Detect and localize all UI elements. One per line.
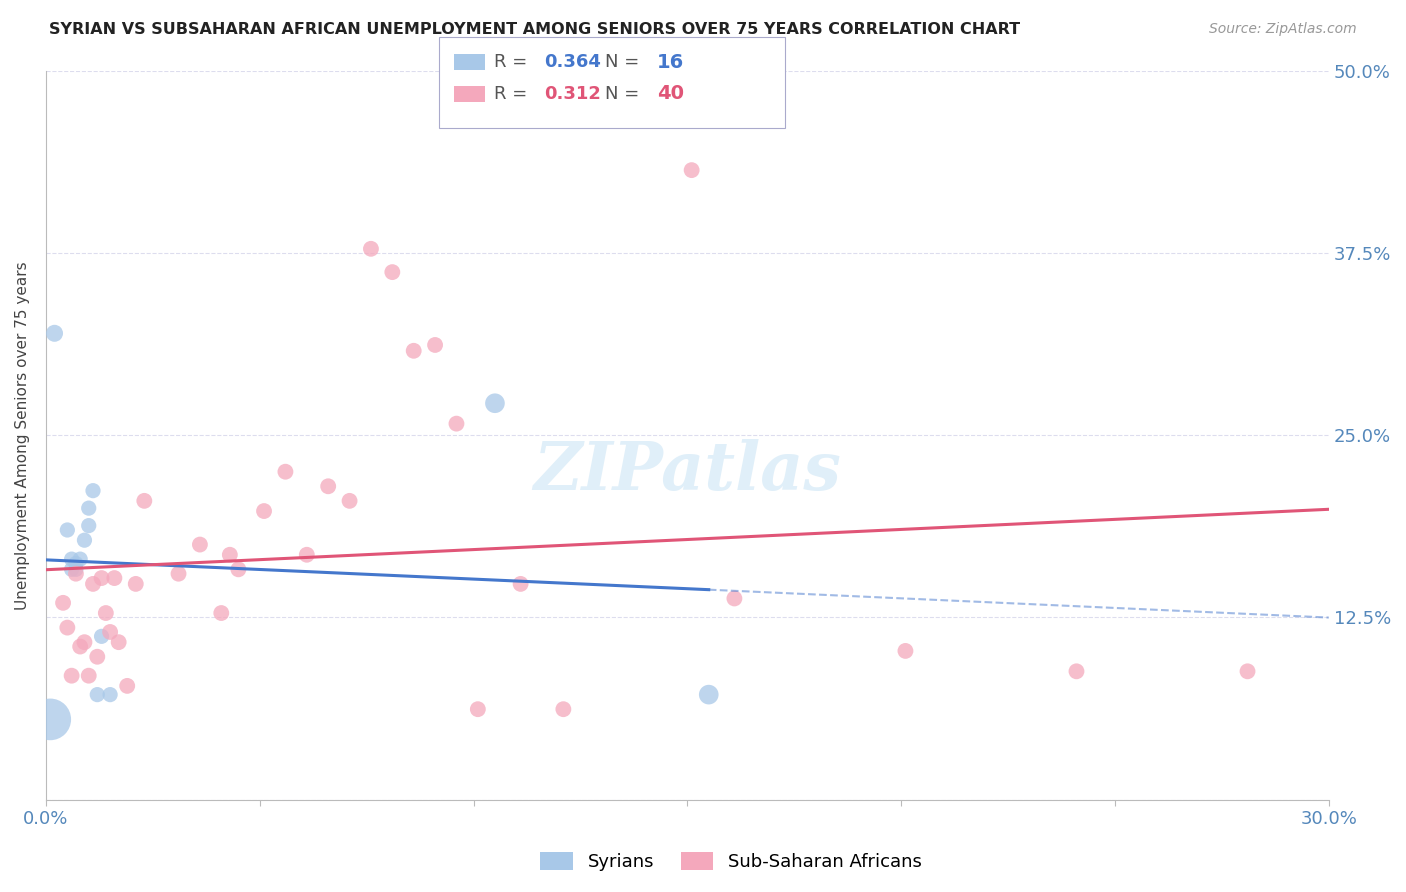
Point — [553, 702, 575, 716]
Point — [218, 548, 240, 562]
Text: 0.312: 0.312 — [544, 85, 600, 103]
Point — [98, 624, 121, 639]
Point — [60, 552, 83, 566]
Point — [69, 552, 91, 566]
Point — [60, 562, 83, 576]
Point — [484, 396, 506, 410]
Point — [188, 537, 211, 551]
Point — [467, 702, 489, 716]
Point — [316, 479, 339, 493]
Point — [56, 523, 79, 537]
Text: ZIPatlas: ZIPatlas — [533, 439, 841, 504]
Point — [86, 649, 108, 664]
Text: R =: R = — [494, 54, 533, 71]
Text: 0.364: 0.364 — [544, 54, 600, 71]
Point — [209, 606, 232, 620]
Point — [77, 518, 100, 533]
Text: 40: 40 — [657, 84, 683, 103]
Point — [39, 712, 62, 726]
Point — [52, 596, 75, 610]
Point — [509, 577, 531, 591]
Point — [295, 548, 318, 562]
Point — [253, 504, 276, 518]
Point — [94, 606, 117, 620]
Point — [73, 635, 96, 649]
Point — [65, 562, 87, 576]
Point — [894, 644, 917, 658]
Point — [98, 688, 121, 702]
Point — [69, 640, 91, 654]
Point — [228, 562, 250, 576]
Point — [65, 557, 87, 571]
Point — [65, 566, 87, 581]
Point — [90, 629, 112, 643]
Point — [1236, 665, 1258, 679]
Point — [1066, 665, 1088, 679]
Text: Source: ZipAtlas.com: Source: ZipAtlas.com — [1209, 22, 1357, 37]
Point — [134, 493, 156, 508]
Point — [274, 465, 297, 479]
Point — [56, 621, 79, 635]
Point — [60, 668, 83, 682]
Point — [103, 571, 125, 585]
Point — [73, 533, 96, 548]
Point — [82, 483, 104, 498]
Point — [681, 163, 703, 178]
Point — [423, 338, 446, 352]
Point — [381, 265, 404, 279]
Point — [115, 679, 138, 693]
Point — [77, 668, 100, 682]
Point — [167, 566, 190, 581]
Point — [402, 343, 425, 358]
Point — [107, 635, 129, 649]
Point — [90, 571, 112, 585]
Legend: Syrians, Sub-Saharan Africans: Syrians, Sub-Saharan Africans — [533, 845, 929, 879]
Text: SYRIAN VS SUBSAHARAN AFRICAN UNEMPLOYMENT AMONG SENIORS OVER 75 YEARS CORRELATIO: SYRIAN VS SUBSAHARAN AFRICAN UNEMPLOYMEN… — [49, 22, 1021, 37]
Text: N =: N = — [605, 54, 644, 71]
Point — [44, 326, 66, 341]
Text: N =: N = — [605, 85, 644, 103]
Point — [339, 493, 361, 508]
Text: 16: 16 — [657, 53, 683, 72]
Point — [82, 577, 104, 591]
Y-axis label: Unemployment Among Seniors over 75 years: Unemployment Among Seniors over 75 years — [15, 261, 30, 609]
Point — [697, 688, 720, 702]
Point — [77, 501, 100, 516]
Point — [360, 242, 382, 256]
Point — [86, 688, 108, 702]
Point — [723, 591, 745, 606]
Point — [125, 577, 148, 591]
Text: R =: R = — [494, 85, 533, 103]
Point — [446, 417, 468, 431]
